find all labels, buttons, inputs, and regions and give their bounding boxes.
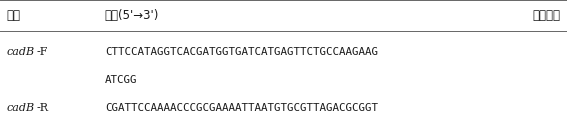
Text: CGATTCCAAAACCCGCGAAAATTAATGTGCGTTAGACGCGGT: CGATTCCAAAACCCGCGAAAATTAATGTGCGTTAGACGCG… [105,103,378,113]
Text: 酶切位点: 酶切位点 [532,9,560,22]
Text: -R: -R [36,103,48,113]
Text: cadB: cadB [7,103,35,113]
Text: 引物: 引物 [7,9,21,22]
Text: ATCGG: ATCGG [105,75,137,85]
Text: cadB: cadB [7,47,35,57]
Text: 序列(5'→3'): 序列(5'→3') [105,9,159,22]
Text: -F: -F [36,47,48,57]
Text: CTTCCATAGGTCACGATGGTGATCATGAGTTCTGCCAAGAAG: CTTCCATAGGTCACGATGGTGATCATGAGTTCTGCCAAGA… [105,47,378,57]
